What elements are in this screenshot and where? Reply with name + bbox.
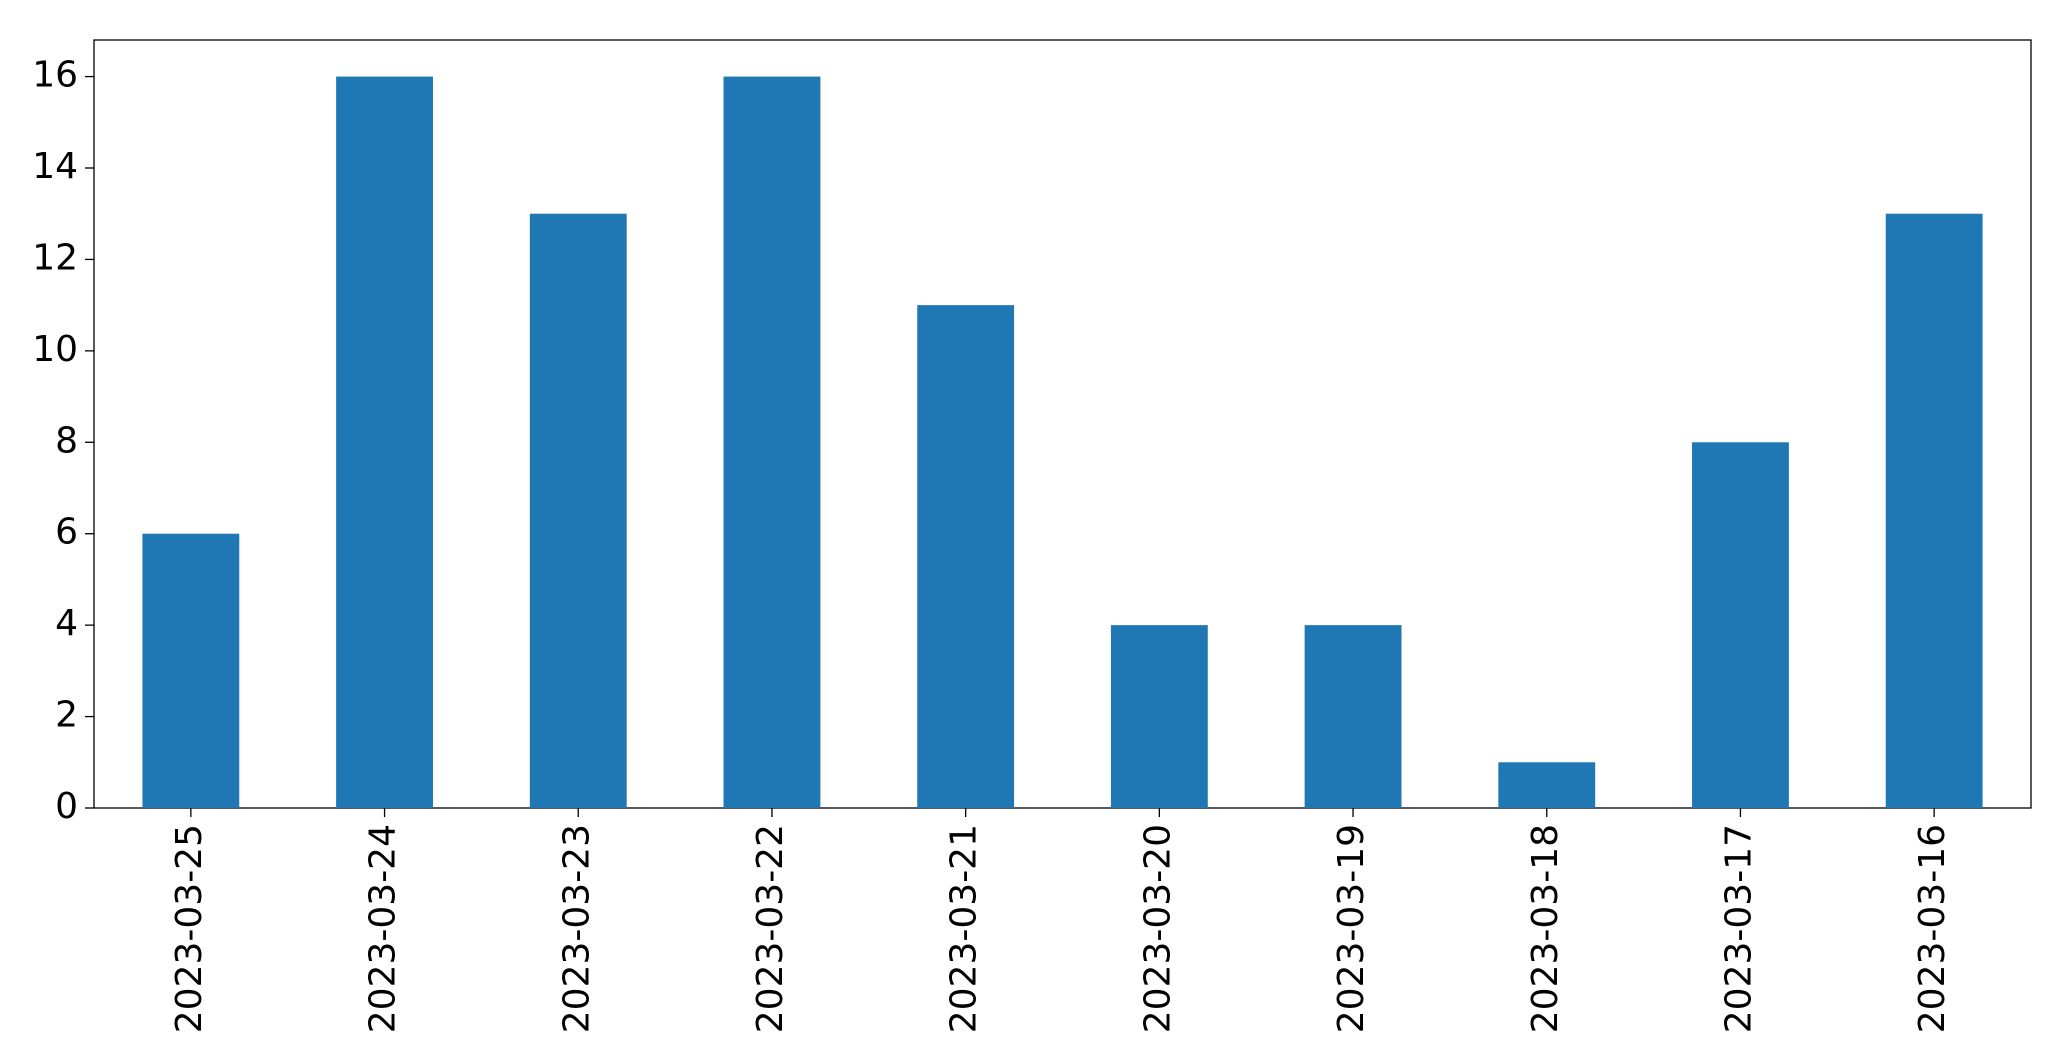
y-tick-label: 14 xyxy=(32,146,78,187)
bar xyxy=(142,533,240,808)
y-tick-label: 8 xyxy=(55,420,78,461)
y-tick-label: 6 xyxy=(55,512,78,553)
x-tick-label: 2023-03-16 xyxy=(1912,824,1953,1033)
x-tick-label: 2023-03-18 xyxy=(1525,824,1566,1033)
x-tick-label: 2023-03-19 xyxy=(1331,824,1372,1033)
bar xyxy=(1692,442,1789,808)
bar xyxy=(1885,213,1983,808)
bar xyxy=(917,305,1015,808)
x-tick-label: 2023-03-21 xyxy=(944,824,985,1033)
y-tick-label: 0 xyxy=(55,786,78,827)
bar xyxy=(1304,625,1402,808)
y-tick-label: 12 xyxy=(32,237,78,278)
bar xyxy=(1498,762,1596,808)
x-tick-label: 2023-03-22 xyxy=(750,824,791,1033)
x-tick-label: 2023-03-23 xyxy=(556,824,597,1033)
y-tick-label: 2 xyxy=(55,695,78,736)
x-tick-label: 2023-03-25 xyxy=(169,824,210,1033)
y-tick-label: 10 xyxy=(32,329,78,370)
x-tick-label: 2023-03-17 xyxy=(1718,824,1759,1033)
bar xyxy=(336,76,433,809)
x-tick-label: 2023-03-20 xyxy=(1137,824,1178,1033)
x-tick-label: 2023-03-24 xyxy=(363,824,404,1033)
bar xyxy=(529,213,627,808)
bar xyxy=(1110,625,1208,808)
y-tick-label: 4 xyxy=(55,603,78,644)
plot-frame xyxy=(93,39,2032,809)
y-tick-label: 16 xyxy=(32,55,78,96)
bar xyxy=(723,76,821,809)
